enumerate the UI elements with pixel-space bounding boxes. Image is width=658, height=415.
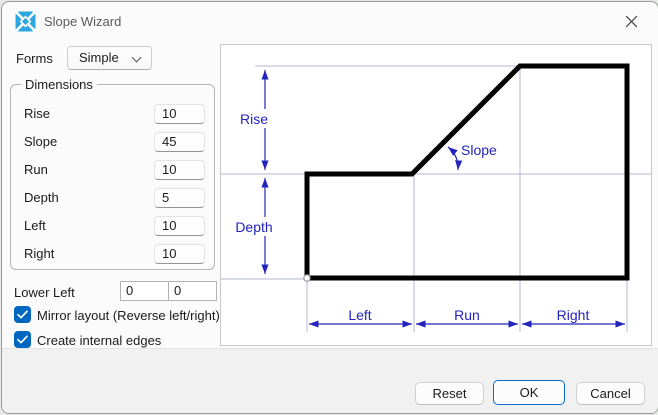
window-title: Slope Wizard xyxy=(44,14,122,29)
mirror-layout-label: Mirror layout (Reverse left/right) xyxy=(37,308,220,323)
forms-label: Forms xyxy=(16,51,53,66)
internal-edges-label: Create internal edges xyxy=(37,333,162,348)
checkmark-icon xyxy=(17,310,28,319)
cancel-button[interactable]: Cancel xyxy=(576,382,645,405)
slope-input[interactable]: 45 xyxy=(154,132,205,152)
slope-label: Slope xyxy=(24,134,58,149)
left-input[interactable]: 10 xyxy=(154,216,205,236)
slope-profile-outline xyxy=(304,63,630,281)
close-icon xyxy=(625,15,637,27)
rise-input[interactable]: 10 xyxy=(154,104,205,124)
internal-edges-checkbox[interactable] xyxy=(14,331,31,348)
depth-label: Depth xyxy=(24,190,59,205)
diagram-right-label: Right xyxy=(557,307,590,323)
guide-lines xyxy=(221,65,651,332)
checkmark-icon xyxy=(17,335,28,344)
run-label: Run xyxy=(24,162,48,177)
reset-button[interactable]: Reset xyxy=(415,382,484,405)
run-input[interactable]: 10 xyxy=(154,160,205,180)
origin-vertex-marker xyxy=(303,274,311,282)
left-label: Left xyxy=(24,218,46,233)
depth-label-bg xyxy=(230,217,278,236)
diagram-rise-label: Rise xyxy=(240,111,268,127)
close-button[interactable] xyxy=(612,7,650,35)
right-label: Right xyxy=(24,246,55,261)
slope-diagram: Rise Depth Slope Left Run Right xyxy=(221,63,651,332)
diagram-depth-label: Depth xyxy=(235,219,272,235)
diagram-run-label: Run xyxy=(454,307,480,323)
diagram-slope-label: Slope xyxy=(461,142,497,158)
dimensions-legend: Dimensions xyxy=(25,77,93,92)
slope-angle-arrow xyxy=(447,146,463,171)
rise-label: Rise xyxy=(24,106,51,121)
slope-preview-panel: Rise Depth Slope Left Run Right xyxy=(220,44,652,346)
dimension-arrows xyxy=(261,70,625,328)
ok-button[interactable]: OK xyxy=(493,380,565,405)
forms-dropdown[interactable]: Simple xyxy=(67,46,152,70)
lower-left-x-input[interactable]: 0 xyxy=(120,281,169,301)
diagram-labels: Rise Depth Slope Left Run Right xyxy=(235,111,589,323)
lower-left-label: Lower Left xyxy=(14,285,75,300)
depth-input[interactable]: 5 xyxy=(154,188,205,208)
chevron-down-icon xyxy=(131,52,142,63)
rise-label-bg xyxy=(234,109,273,128)
forms-dropdown-value: Simple xyxy=(79,50,119,65)
mirror-layout-checkbox[interactable] xyxy=(14,306,31,323)
dimensions-group: Dimensions xyxy=(10,77,215,270)
diagram-left-label: Left xyxy=(348,307,371,323)
lower-left-y-input[interactable]: 0 xyxy=(168,281,217,301)
app-icon xyxy=(15,11,36,32)
right-input[interactable]: 10 xyxy=(154,244,205,264)
dialog-footer: Reset OK Cancel xyxy=(2,348,658,413)
